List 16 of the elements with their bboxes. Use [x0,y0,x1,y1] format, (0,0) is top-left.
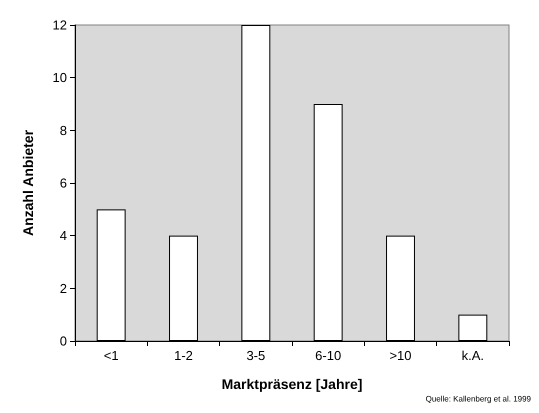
x-tick-label: k.A. [462,348,484,363]
y-tick-label: 2 [60,280,67,296]
y-tick-label: 6 [60,176,67,190]
y-tick-label: 4 [60,228,67,244]
source-note: Quelle: Kallenberg et al. 1999 [426,394,532,404]
x-tick-label: 3-5 [246,348,266,363]
y-tick-label: 12 [52,18,67,32]
x-tick-label: 1-2 [174,348,193,363]
y-tick-label: 0 [60,334,67,348]
y-tick-label: 10 [52,70,67,86]
x-tick-label: <1 [104,348,119,363]
x-tick-label: 6-10 [315,348,342,363]
x-axis-title: Marktpräsenz [Jahre] [222,376,362,392]
y-tick-label: 8 [60,122,67,138]
y-axis-title: Anzahl Anbieter [20,129,36,236]
x-tick-label: >10 [389,348,412,363]
